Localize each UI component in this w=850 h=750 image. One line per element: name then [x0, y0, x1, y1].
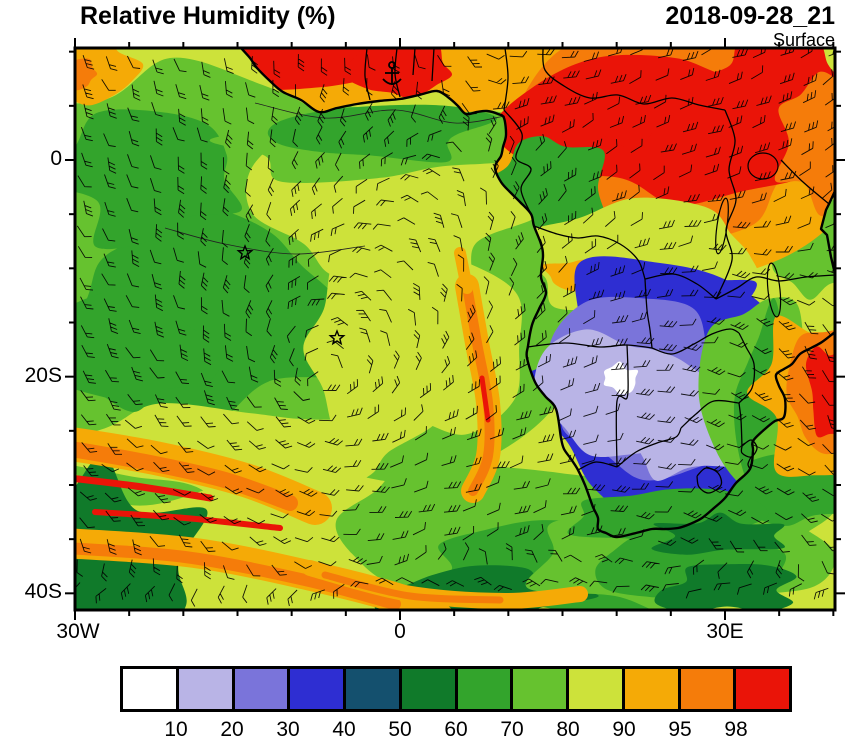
colorbar-tick-label: 10 [164, 718, 188, 741]
map-field [75, 48, 835, 610]
plot-level: Surface [772, 30, 835, 50]
colorbar-cell [401, 669, 458, 709]
colorbar: 10 20 30 40 50 60 70 80 90 95 98 [120, 666, 792, 741]
colorbar-tick-label: 30 [276, 718, 300, 741]
colorbar-tick-label: 40 [332, 718, 356, 741]
colorbar-tick-label: 50 [388, 718, 412, 741]
colorbar-cell [736, 669, 789, 709]
wind-barbs [75, 48, 835, 607]
x-axis-label: 30W [56, 620, 100, 643]
contour-line [164, 227, 366, 255]
country-borders [364, 48, 835, 494]
anchor-marker [382, 61, 402, 85]
colorbar-tick-label: 20 [220, 718, 244, 741]
colorbar-cell [513, 669, 569, 709]
x-axis-label: 30E [706, 620, 744, 643]
coastline [240, 48, 835, 539]
y-axis-label: 0 [50, 146, 62, 170]
colorbar-tick-label: 60 [444, 718, 468, 741]
colorbar-tick-label: 80 [556, 718, 580, 741]
map-frame [73, 46, 837, 612]
x-axis-label: 0 [394, 620, 406, 643]
colorbar-tick-label: 98 [724, 718, 748, 741]
colorbar-cell [624, 669, 681, 709]
colorbar-cell [178, 669, 235, 709]
plot-datetime: 2018-09-28_21 [665, 2, 835, 30]
colorbar-cell [680, 669, 737, 709]
y-axis-label: 40S [24, 579, 62, 603]
colorbar-cells [120, 666, 792, 712]
colorbar-cell [569, 669, 625, 709]
colorbar-cell [290, 669, 346, 709]
colorbar-tick-label: 95 [668, 718, 692, 741]
star-marker [328, 329, 346, 346]
y-axis-label: 20S [24, 363, 62, 387]
colorbar-tick-label: 90 [612, 718, 636, 741]
colorbar-tick-label: 70 [500, 718, 524, 741]
star-marker [236, 244, 254, 261]
humidity-map [65, 38, 845, 620]
colorbar-cell [457, 669, 514, 709]
colorbar-cell [123, 669, 179, 709]
colorbar-cell [346, 669, 402, 709]
colorbar-cell [234, 669, 291, 709]
plot-title: Relative Humidity (%) [80, 2, 336, 30]
